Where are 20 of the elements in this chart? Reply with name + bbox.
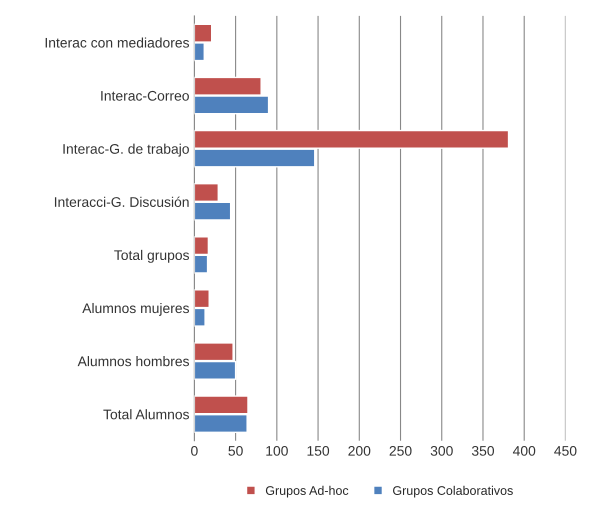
x-tick-label: 0 <box>191 446 198 456</box>
y-tick-label: Interac-Correo <box>101 90 189 101</box>
y-tick-label: Total Alumnos <box>103 409 190 420</box>
legend-label: Grupos Ad-hoc <box>266 486 348 498</box>
y-tick-label: Interac con mediadores <box>46 37 190 48</box>
y-tick-label: Alumnos hombres <box>78 356 190 366</box>
x-tick-label: 200 <box>348 446 370 456</box>
x-tick-label: 300 <box>430 446 453 456</box>
y-tick-label: Interac-G. de trabajo <box>63 144 189 157</box>
x-tick-label: 150 <box>308 446 330 456</box>
x-tick-label: 250 <box>390 446 412 456</box>
x-tick-label: 350 <box>472 446 494 456</box>
x-tick-label: 100 <box>266 446 288 456</box>
y-tick-label: Interacci-G. Discusión <box>54 196 189 207</box>
x-tick-label: 450 <box>554 446 576 456</box>
x-tick-label: 400 <box>512 446 536 456</box>
x-tick-label: 50 <box>228 446 243 456</box>
y-tick-label: Alumnos mujeres <box>82 302 190 316</box>
y-tick-label: Total grupos <box>114 250 190 263</box>
legend-label: Grupos Colaborativos <box>393 486 513 498</box>
